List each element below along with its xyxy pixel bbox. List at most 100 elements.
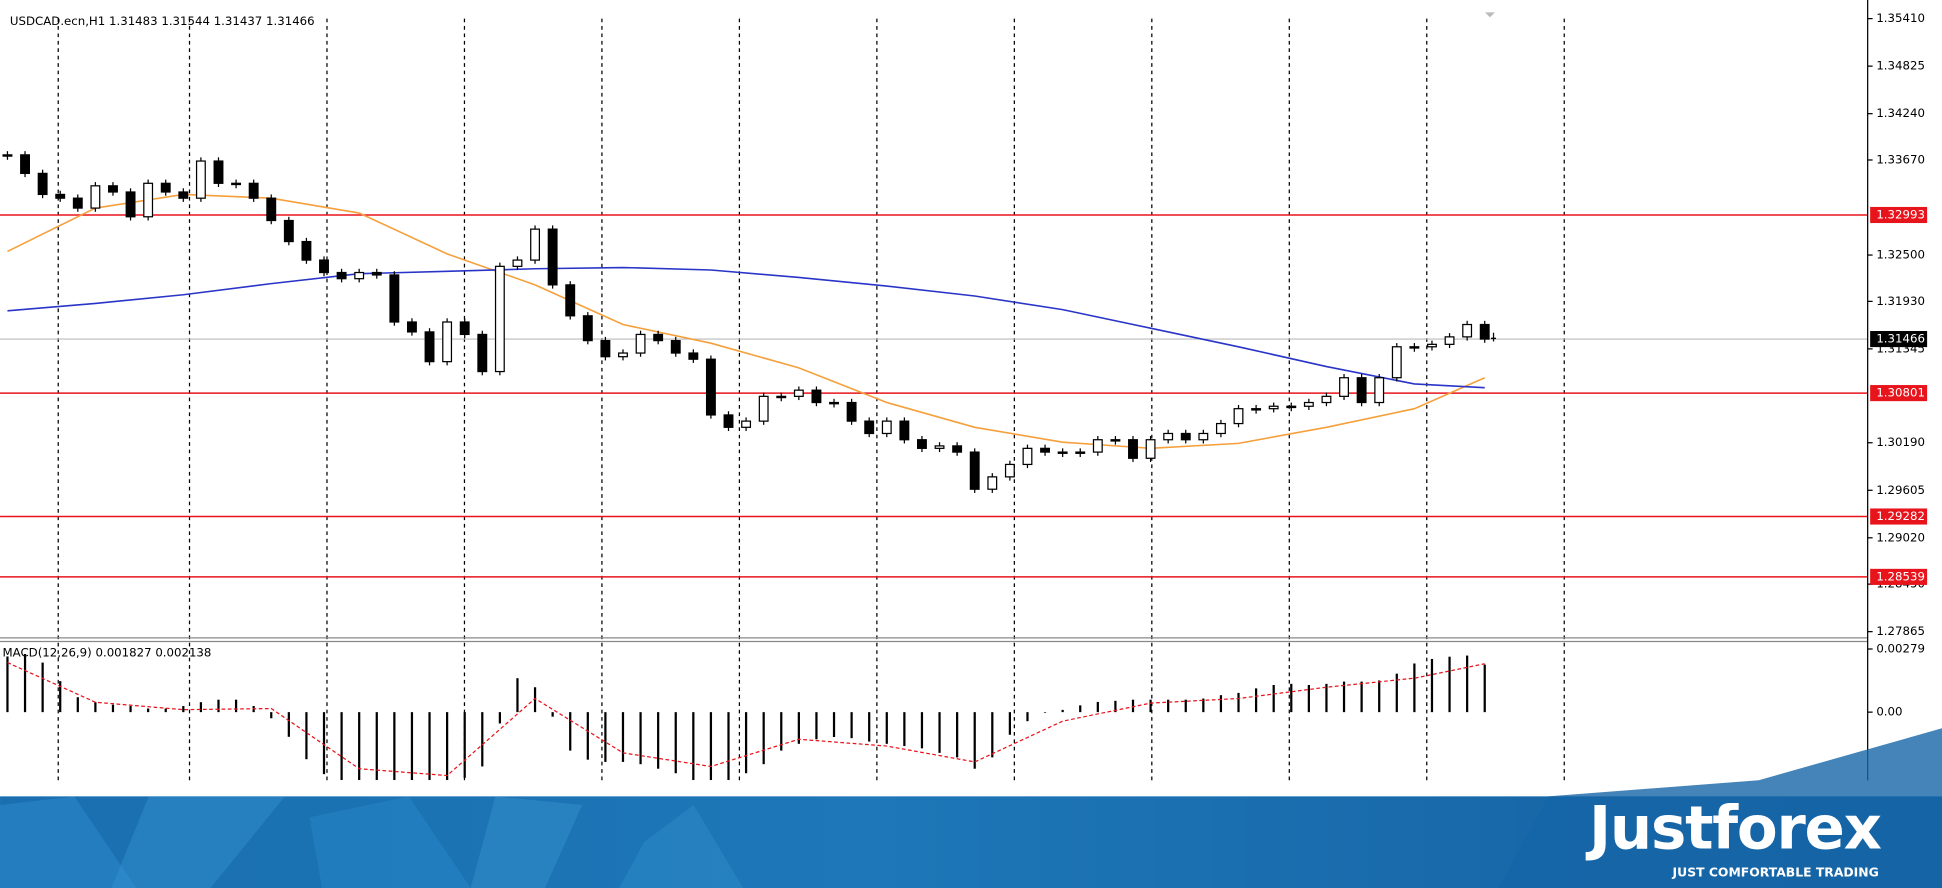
candle bbox=[1128, 439, 1138, 459]
price-label: 1.31466 bbox=[1876, 332, 1925, 346]
macd-bar bbox=[1378, 680, 1381, 713]
candle bbox=[248, 182, 259, 199]
macd-bar bbox=[674, 712, 677, 774]
macd-bar bbox=[903, 712, 906, 747]
candle bbox=[723, 414, 734, 428]
y-tick-label: 1.31930 bbox=[1876, 294, 1925, 308]
candle bbox=[494, 265, 505, 373]
macd-bar bbox=[1290, 683, 1293, 713]
macd-y-tick-label: 0.00279 bbox=[1876, 642, 1925, 656]
candle bbox=[231, 182, 242, 186]
macd-bar bbox=[569, 712, 572, 751]
macd-bar bbox=[1360, 681, 1363, 713]
candle bbox=[319, 259, 329, 274]
macd-y-tick-label: 0.00 bbox=[1876, 705, 1902, 719]
candle bbox=[600, 339, 611, 358]
banner: Justforex JUST COMFORTABLE TRADING bbox=[0, 728, 1942, 888]
candle bbox=[688, 352, 699, 360]
macd-bar bbox=[533, 687, 537, 713]
candle bbox=[1479, 323, 1490, 340]
candle bbox=[1233, 408, 1244, 425]
candle bbox=[477, 333, 488, 373]
macd-bar bbox=[147, 708, 150, 713]
candle bbox=[1040, 447, 1051, 453]
macd-bar bbox=[23, 653, 27, 713]
y-tick-label: 1.34240 bbox=[1876, 106, 1925, 120]
candle bbox=[1321, 395, 1332, 404]
macd-bar bbox=[1483, 664, 1486, 713]
candle bbox=[336, 271, 347, 280]
macd-bar bbox=[1079, 705, 1082, 713]
candle bbox=[952, 445, 963, 453]
candle bbox=[1004, 463, 1015, 478]
candle bbox=[160, 182, 171, 193]
macd-bar bbox=[1026, 712, 1029, 722]
macd-bar bbox=[938, 712, 941, 753]
level-label: 1.28539 bbox=[1876, 569, 1925, 583]
macd-bar bbox=[1061, 709, 1064, 713]
candle bbox=[776, 395, 787, 399]
macd-bar bbox=[868, 712, 871, 742]
ohlc-open: 1.31483 bbox=[109, 14, 158, 28]
ohlc-close: 1.31466 bbox=[266, 14, 315, 28]
macd-bar bbox=[164, 708, 167, 713]
candle bbox=[371, 271, 382, 276]
y-tick-label: 1.35410 bbox=[1876, 11, 1925, 25]
macd-bar bbox=[1395, 673, 1398, 713]
macd-bar bbox=[41, 662, 44, 713]
candle bbox=[1198, 432, 1209, 441]
candle bbox=[354, 271, 365, 280]
y-tick-label: 1.27865 bbox=[1876, 624, 1925, 638]
macd-bar bbox=[586, 712, 589, 760]
macd-bar bbox=[94, 702, 97, 713]
macd-bar bbox=[410, 712, 414, 781]
candle bbox=[1215, 422, 1226, 435]
macd-bar bbox=[797, 712, 800, 744]
candle bbox=[72, 197, 83, 209]
candle bbox=[846, 401, 857, 422]
macd-bar bbox=[428, 712, 431, 781]
candle bbox=[705, 358, 716, 416]
macd-bar bbox=[305, 712, 308, 760]
candle bbox=[37, 172, 48, 196]
candle bbox=[1022, 447, 1033, 466]
candle bbox=[987, 476, 998, 490]
level-label-box bbox=[1870, 568, 1928, 585]
candle bbox=[442, 321, 453, 363]
candle bbox=[741, 420, 752, 428]
macd-bar bbox=[692, 712, 695, 781]
chart-header: USDCAD.ecn,H1 1.31483 1.31544 1.31437 1.… bbox=[10, 14, 315, 28]
macd-bar bbox=[1237, 692, 1240, 713]
candle bbox=[389, 274, 400, 323]
macd-value: 0.001827 bbox=[95, 645, 151, 659]
macd-bar bbox=[1430, 658, 1434, 713]
y-tick-label: 1.29020 bbox=[1876, 530, 1925, 544]
candle bbox=[1145, 439, 1156, 459]
candle bbox=[20, 154, 30, 175]
macd-bar bbox=[1114, 700, 1117, 713]
candle bbox=[1075, 451, 1086, 454]
candle bbox=[934, 445, 945, 449]
macd-bar bbox=[1096, 701, 1099, 713]
scroll-marker bbox=[1484, 12, 1495, 18]
candle bbox=[1092, 439, 1103, 453]
level-label: 1.30801 bbox=[1876, 386, 1925, 400]
candle bbox=[1286, 405, 1297, 409]
macd-bar bbox=[217, 699, 220, 713]
macd-bar bbox=[182, 706, 185, 713]
candle bbox=[547, 228, 558, 286]
macd-bar bbox=[1272, 684, 1275, 713]
candle bbox=[125, 191, 136, 218]
macd-title: MACD(12,26,9) bbox=[2, 645, 91, 659]
macd-bar bbox=[762, 712, 765, 765]
candle bbox=[917, 439, 927, 449]
candle bbox=[2, 154, 13, 157]
macd-bar bbox=[446, 712, 449, 781]
price-label-box bbox=[1870, 331, 1928, 348]
candle bbox=[670, 339, 681, 354]
macd-bar bbox=[1008, 712, 1012, 735]
candle bbox=[283, 219, 294, 243]
candle bbox=[793, 389, 804, 397]
candle bbox=[635, 333, 646, 354]
